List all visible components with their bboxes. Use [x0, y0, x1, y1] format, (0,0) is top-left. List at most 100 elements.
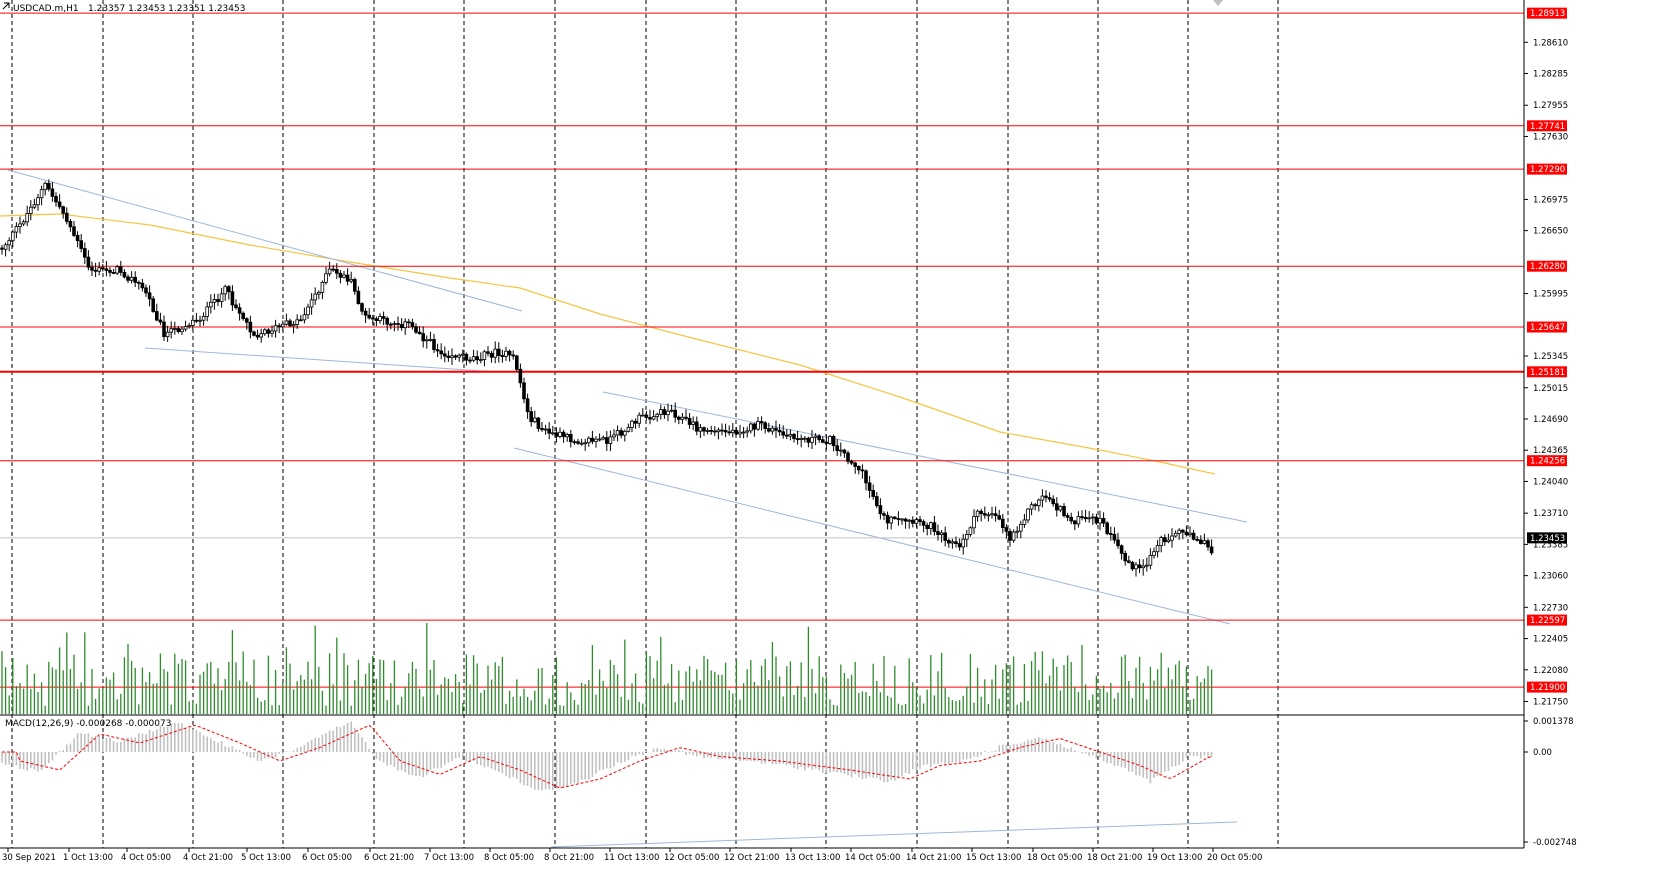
- candle-body: [860, 469, 865, 472]
- candle-body: [515, 355, 519, 370]
- candle-body: [18, 223, 22, 227]
- candle-body: [334, 268, 339, 274]
- candle-body: [662, 409, 667, 416]
- candle-body: [435, 349, 440, 352]
- candle-body: [1170, 535, 1174, 541]
- candle-body: [280, 323, 285, 328]
- candle-body: [810, 436, 814, 443]
- candle-body: [1130, 561, 1135, 570]
- candle-body: [900, 518, 904, 521]
- candle-body: [878, 505, 883, 515]
- candle-body: [972, 516, 976, 529]
- candle-body: [651, 416, 656, 420]
- candle-body: [320, 282, 325, 293]
- candle-body: [648, 417, 652, 420]
- candle-body: [295, 319, 299, 325]
- candle-body: [392, 323, 397, 325]
- candle-body: [957, 543, 962, 548]
- candle-body: [266, 329, 271, 334]
- candle-body: [1029, 504, 1034, 510]
- candle-body: [101, 267, 105, 270]
- candle-body: [572, 441, 577, 444]
- candle-body: [705, 430, 710, 432]
- candle-body: [493, 348, 497, 358]
- candle-body: [1065, 515, 1070, 518]
- candle-body: [882, 513, 886, 516]
- candle-body: [842, 449, 847, 454]
- candle-body: [1037, 499, 1041, 507]
- candle-body: [255, 334, 260, 338]
- candle-body: [767, 428, 771, 432]
- candle-body: [291, 323, 296, 327]
- candle-body: [180, 328, 184, 332]
- candle-body: [244, 318, 249, 323]
- candle-body: [1145, 564, 1149, 567]
- candle-body: [248, 321, 253, 333]
- level-label: 1.21900: [1530, 683, 1565, 693]
- candle-body: [601, 437, 605, 440]
- candle-body: [533, 417, 537, 423]
- price-label: 1.25015: [1533, 384, 1568, 394]
- candle-body: [741, 431, 746, 434]
- candle-body: [943, 532, 947, 541]
- candle-body: [561, 431, 566, 438]
- price-label: 1.23385: [1533, 540, 1568, 550]
- candle-body: [713, 430, 717, 433]
- candle-body: [659, 409, 663, 415]
- candle-body: [79, 240, 84, 249]
- candle-body: [273, 325, 278, 332]
- horizontal-levels[interactable]: 1.28913 1.27741 1.27290 1.26280 1.25647 1.251…: [0, 7, 1567, 693]
- candle-body: [306, 306, 310, 316]
- candle-body: [144, 287, 148, 294]
- candle-body: [1181, 529, 1185, 533]
- candle-body: [522, 382, 526, 400]
- candle-body: [262, 329, 267, 335]
- candle-body: [1062, 506, 1066, 516]
- candle-body: [129, 276, 134, 281]
- candle-body: [43, 182, 47, 191]
- candle-body: [579, 442, 584, 445]
- candle-body: [201, 316, 206, 321]
- candle-body: [1137, 564, 1142, 569]
- candle-body: [374, 318, 379, 321]
- candle-body: [986, 514, 991, 517]
- candle-body: [1004, 527, 1009, 532]
- candle-body: [896, 518, 901, 520]
- candle-body: [857, 466, 861, 471]
- candle-body: [194, 319, 199, 322]
- level-label: 1.24256: [1530, 457, 1565, 467]
- level-label-box: [1527, 681, 1567, 693]
- candle-body: [875, 496, 879, 507]
- candle-body: [903, 518, 908, 522]
- candle-body: [1094, 516, 1099, 524]
- candle-body: [828, 436, 832, 444]
- candle-body: [925, 524, 929, 529]
- candle-body: [590, 437, 595, 442]
- chart-shift-icon[interactable]: [1213, 0, 1223, 6]
- candle-body: [745, 430, 749, 433]
- candle-body: [727, 431, 731, 434]
- candle-body: [172, 328, 177, 330]
- candle-body: [1152, 551, 1156, 556]
- candle-body: [709, 430, 713, 432]
- macd-label: MACD(12,26,9) -0.000268 -0.000073: [5, 719, 171, 729]
- candle-body: [475, 356, 479, 361]
- price-label: 1.28285: [1533, 70, 1568, 80]
- candle-body: [288, 320, 292, 327]
- level-label-box: [1527, 7, 1567, 19]
- candle-body: [752, 423, 757, 430]
- candle-body: [893, 516, 897, 519]
- candle-body: [633, 420, 638, 424]
- candle-body: [821, 439, 825, 443]
- candle-body: [1127, 560, 1131, 563]
- candle-body: [86, 256, 91, 268]
- time-label: 7 Oct 13:00: [424, 853, 474, 863]
- candle-body: [961, 538, 965, 548]
- candle-body: [212, 299, 217, 303]
- candle-body: [1141, 565, 1146, 569]
- candle-body: [136, 281, 141, 284]
- candle-body: [853, 462, 857, 467]
- candle-body: [511, 354, 515, 357]
- macd-scale-label: -0.002748: [1533, 838, 1577, 848]
